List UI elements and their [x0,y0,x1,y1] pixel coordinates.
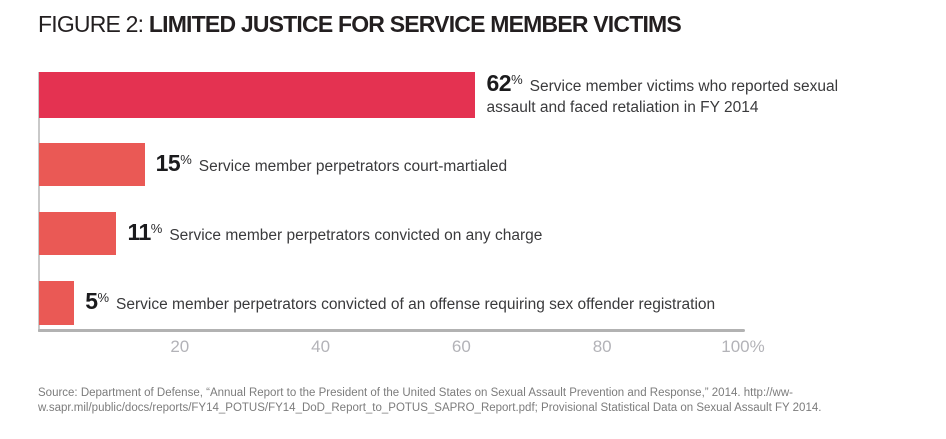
bar-description: Service member perpetrators convicted on… [169,226,543,244]
x-tick-label: 20 [170,337,190,356]
bar-description: Service member perpetrators court-martia… [198,157,508,175]
bar-value: 15 [155,149,181,176]
figure-label: FIGURE 2: [38,11,144,37]
x-axis-line [38,329,745,332]
y-axis-line [38,72,40,332]
bar-value: 62 [486,69,512,96]
percent-sign: % [97,290,110,305]
bar-description: Service member victims who reported sexu… [486,77,839,116]
bar-label: 5% Service member perpetrators convicted … [85,288,716,315]
x-tick-label: 80 [592,337,612,356]
percent-sign: % [511,71,523,87]
percent-sign: % [150,220,163,236]
x-tick-label: 40 [311,337,331,356]
bar-row: 11% Service member perpetrators convicted… [39,212,542,255]
page-title: FIGURE 2: LIMITED JUSTICE FOR SERVICE ME… [38,11,682,38]
bar-row: 5% Service member perpetrators convicted … [39,281,715,325]
bar-value: 5 [85,288,98,314]
bar-court-martialed [39,143,145,186]
bar-label: 62% Service member victims who reported s… [486,69,839,118]
bar-row: 15% Service member perpetrators court-mar… [39,143,507,186]
figure-title: LIMITED JUSTICE FOR SERVICE MEMBER VICTI… [148,11,682,37]
x-axis-ticks: 20 40 60 80 100% [0,337,946,359]
bar-sex-offender-registration [39,281,75,325]
bar-value: 11 [127,218,151,245]
percent-sign: % [180,151,192,167]
bar-label: 11% Service member perpetrators convicted… [127,218,543,246]
source-line: w.sapr.mil/public/docs/reports/FY14_POTU… [38,402,822,414]
x-tick-label: 100% [721,337,765,356]
source-note: Source: Department of Defense, “Annual R… [38,386,923,416]
source-line: Source: Department of Defense, “Annual R… [38,387,793,399]
bar-convicted-any-charge [39,212,117,255]
x-tick-label: 60 [451,337,471,356]
bar-victims-retaliation [39,72,476,118]
bar-description: Service member perpetrators convicted of… [116,296,716,313]
bar-row: 62% Service member victims who reported s… [39,69,839,118]
bar-label: 15% Service member perpetrators court-mar… [155,149,508,177]
